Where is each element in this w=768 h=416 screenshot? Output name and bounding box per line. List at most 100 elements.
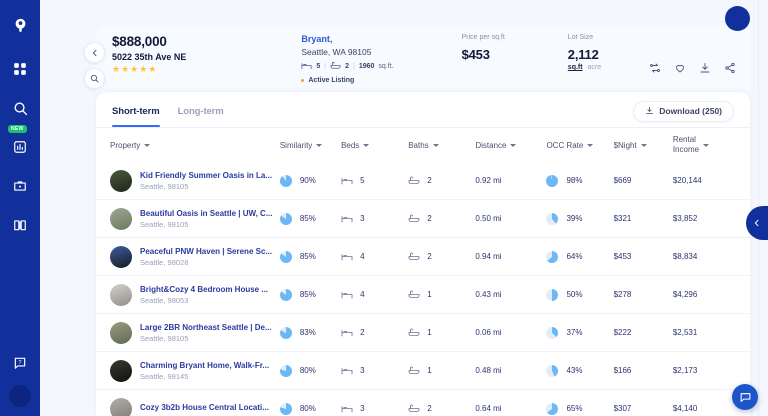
property-cell[interactable]: Cozy 3b2b House Central Locati... <box>110 397 280 416</box>
dashboard-icon[interactable] <box>7 56 33 82</box>
column-label: Baths <box>408 140 429 150</box>
lot-unit-toggle[interactable]: sq.ft acre <box>568 64 601 71</box>
portfolio-icon[interactable] <box>7 173 33 199</box>
column-header-similarity[interactable]: Similarity <box>280 141 341 150</box>
avatar[interactable] <box>9 385 31 407</box>
similarity-pie-icon <box>279 364 292 377</box>
property-header-card: $888,000 5022 35th Ave NE ★★★★★ Bryant, … <box>96 26 750 92</box>
baths-value: 2 <box>427 252 432 261</box>
lot-unit-acre[interactable]: acre <box>587 64 602 71</box>
beds-value: 4 <box>360 252 365 261</box>
help-icon[interactable]: ? <box>7 350 33 376</box>
property-location: Seattle, 98053 <box>140 295 189 305</box>
column-header-rental-income[interactable]: Rental Income <box>673 135 740 155</box>
header-actions <box>649 61 736 79</box>
analytics-icon[interactable]: NEW <box>7 125 33 160</box>
table-body: Kid Friendly Summer Oasis in La... Seattl… <box>96 162 750 416</box>
bed-icon <box>341 252 353 261</box>
property-cell[interactable]: Beautiful Oasis in Seattle | UW, C... Sea… <box>110 207 280 230</box>
column-label: Similarity <box>279 140 313 150</box>
sqft-value: 1960 <box>358 63 375 70</box>
column-header-property[interactable]: Property <box>110 141 280 150</box>
property-cell[interactable]: Bright&Cozy 4 Bedroom House ... Seattle, … <box>110 283 280 306</box>
column-header-occ-rate[interactable]: OCC Rate <box>546 141 613 150</box>
bath-icon <box>408 366 420 375</box>
similarity-value: 85% <box>299 214 316 223</box>
column-header-beds[interactable]: Beds <box>341 141 408 150</box>
property-title[interactable]: Cozy 3b2b House Central Locati... <box>140 403 269 412</box>
neighborhood-link[interactable]: Bryant, <box>301 34 333 44</box>
download-icon[interactable] <box>699 61 711 79</box>
table-row[interactable]: Charming Bryant Home, Walk-Fr... Seattle,… <box>96 352 750 390</box>
beds-cell: 4 <box>341 252 408 261</box>
lot-size-value: 2,112 <box>567 47 599 62</box>
property-text: Bright&Cozy 4 Bedroom House ... Seattle, … <box>140 285 268 305</box>
rental-income-cell: $3,852 <box>672 214 698 223</box>
baths-cell: 1 <box>408 366 475 375</box>
similarity-cell: 85% <box>279 288 341 301</box>
property-cell[interactable]: Charming Bryant Home, Walk-Fr... Seattle,… <box>110 359 280 382</box>
similarity-pie-icon <box>279 288 292 301</box>
beds-value: 2 <box>360 328 365 337</box>
book-icon[interactable] <box>7 212 33 238</box>
occ-rate-cell: 43% <box>546 364 613 377</box>
property-title[interactable]: Large 2BR Northeast Seattle | De... <box>140 322 272 332</box>
column-header-night[interactable]: $Night <box>614 141 673 150</box>
distance-cell: 0.92 mi <box>475 176 502 185</box>
property-title[interactable]: Bright&Cozy 4 Bedroom House ... <box>140 284 269 294</box>
table-row[interactable]: Large 2BR Northeast Seattle | De... Seatt… <box>96 314 750 352</box>
property-thumbnail <box>110 245 132 268</box>
baths-value: 1 <box>427 328 432 337</box>
baths-cell: 1 <box>408 290 475 299</box>
similarity-cell: 85% <box>279 212 341 225</box>
beds-value: 3 <box>360 404 365 413</box>
download-csv-button[interactable]: Download (250) <box>633 100 734 122</box>
bed-icon <box>341 176 353 185</box>
beds-cell: 3 <box>341 404 408 413</box>
tab-long-term[interactable]: Long-term <box>177 105 224 117</box>
collapse-panel-handle[interactable] <box>746 206 768 240</box>
bath-icon <box>408 214 420 223</box>
rental-income-cell: $20,144 <box>672 176 702 185</box>
divider: | <box>324 63 327 70</box>
bath-icon <box>408 290 420 299</box>
occ-rate-cell: 50% <box>546 288 613 301</box>
column-header-baths[interactable]: Baths <box>408 141 475 150</box>
property-cell[interactable]: Large 2BR Northeast Seattle | De... Seatt… <box>110 321 280 344</box>
bed-icon <box>341 328 353 337</box>
property-cell[interactable]: Kid Friendly Summer Oasis in La... Seattl… <box>110 169 280 192</box>
property-cell[interactable]: Peaceful PNW Haven | Serene Sc... Seattle… <box>110 245 280 268</box>
search-icon[interactable] <box>7 95 33 121</box>
download-label: Download (250) <box>659 106 722 116</box>
table-row[interactable]: Kid Friendly Summer Oasis in La... Seattl… <box>96 162 750 200</box>
chevron-down-icon <box>640 143 647 147</box>
compare-icon[interactable] <box>649 61 661 79</box>
user-avatar-top[interactable] <box>725 6 750 31</box>
share-icon[interactable] <box>724 61 736 79</box>
lot-unit-sqft[interactable]: sq.ft <box>567 64 583 71</box>
heart-icon[interactable] <box>674 61 686 79</box>
column-header-distance[interactable]: Distance <box>475 141 546 150</box>
results-panel: Short-term Long-term Download (250) Prop… <box>96 92 750 416</box>
search-button[interactable] <box>84 68 105 89</box>
property-title[interactable]: Peaceful PNW Haven | Serene Sc... <box>140 246 273 256</box>
bath-icon <box>330 61 341 72</box>
property-title[interactable]: Charming Bryant Home, Walk-Fr... <box>140 360 270 370</box>
logo-icon[interactable] <box>7 12 33 38</box>
property-title[interactable]: Kid Friendly Summer Oasis in La... <box>140 170 273 180</box>
svg-text:?: ? <box>19 360 22 366</box>
table-row[interactable]: Cozy 3b2b House Central Locati... 80% 3 2 0.… <box>96 390 750 416</box>
property-location: Seattle, 98105 <box>140 219 189 229</box>
table-row[interactable]: Peaceful PNW Haven | Serene Sc... Seattle… <box>96 238 750 276</box>
night-price-cell: $307 <box>613 404 632 413</box>
distance-cell: 0.43 mi <box>475 290 502 299</box>
tab-short-term[interactable]: Short-term <box>112 106 160 127</box>
occ-rate-pie-icon <box>546 174 559 187</box>
similarity-cell: 80% <box>279 364 341 377</box>
property-title[interactable]: Beautiful Oasis in Seattle | UW, C... <box>140 208 273 218</box>
back-button[interactable] <box>84 42 105 63</box>
table-row[interactable]: Bright&Cozy 4 Bedroom House ... Seattle, … <box>96 276 750 314</box>
chat-widget-button[interactable] <box>732 384 758 410</box>
chevron-down-icon <box>703 143 710 147</box>
table-row[interactable]: Beautiful Oasis in Seattle | UW, C... Sea… <box>96 200 750 238</box>
